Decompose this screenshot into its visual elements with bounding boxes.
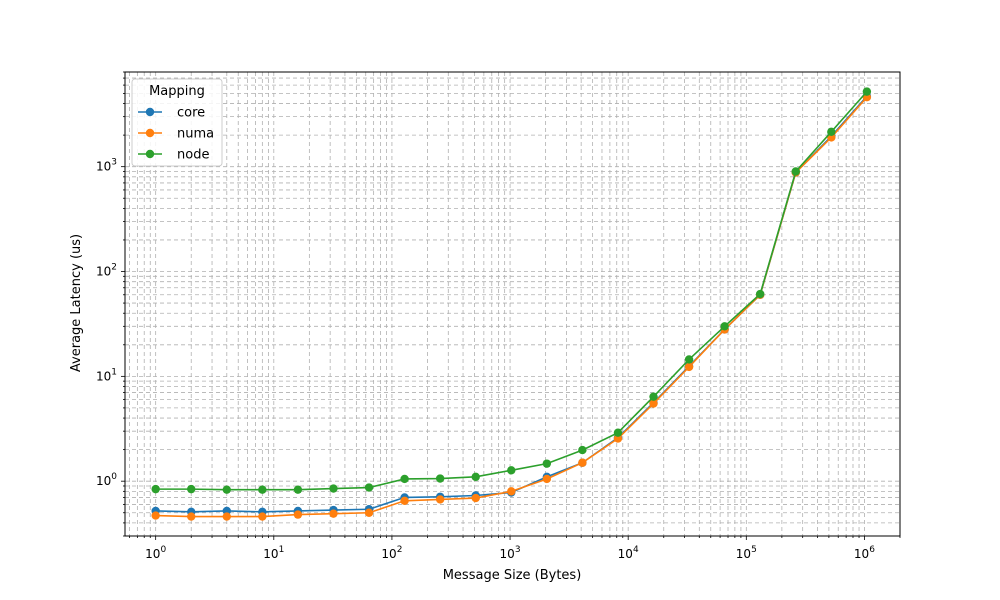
- series-node: [151, 87, 872, 494]
- data-point-node: [471, 472, 480, 482]
- y-tick-label: 100: [96, 472, 117, 488]
- x-tick-label: 101: [263, 545, 284, 561]
- data-point-numa: [435, 495, 445, 504]
- data-point-numa: [187, 512, 196, 521]
- legend-marker: [145, 107, 155, 117]
- data-point-numa: [613, 434, 623, 443]
- data-point-numa: [329, 509, 338, 518]
- data-point-node: [791, 167, 800, 176]
- axes: [121, 71, 901, 540]
- plot-frame: [124, 71, 901, 537]
- legend-marker: [145, 149, 155, 159]
- y-tick-label: 101: [96, 367, 117, 383]
- data-point-numa: [293, 510, 303, 519]
- x-tick-label: 104: [618, 545, 639, 561]
- data-point-node: [222, 485, 231, 494]
- data-point-node: [755, 289, 765, 299]
- y-tick-label: 103: [96, 158, 117, 174]
- legend-marker: [145, 128, 155, 138]
- legend-box: [131, 78, 223, 167]
- y-tick-label: 102: [96, 263, 117, 279]
- legend-entry-core: core: [138, 106, 205, 121]
- data-point-node: [542, 459, 552, 468]
- data-point-node: [827, 127, 836, 137]
- y-axis-label: Average Latency (us): [69, 234, 84, 372]
- data-point-numa: [364, 508, 374, 517]
- data-point-node: [862, 87, 872, 96]
- data-point-numa: [542, 474, 552, 484]
- data-point-numa: [471, 493, 480, 503]
- data-point-node: [684, 355, 694, 364]
- data-point-node: [613, 428, 623, 437]
- data-point-node: [400, 474, 409, 484]
- series-lines: [151, 87, 872, 521]
- x-axis-label: Message Size (Bytes): [443, 568, 582, 583]
- legend-label: node: [177, 148, 209, 163]
- data-point-numa: [649, 399, 658, 408]
- data-point-node: [507, 466, 516, 475]
- data-point-node: [578, 445, 587, 455]
- legend-label: core: [177, 106, 205, 121]
- x-tick-label: 106: [854, 545, 875, 561]
- data-point-numa: [258, 512, 267, 521]
- data-point-numa: [222, 512, 231, 521]
- data-point-node: [151, 484, 160, 494]
- legend-label: numa: [177, 127, 214, 142]
- data-point-numa: [151, 511, 160, 520]
- data-point-node: [364, 483, 374, 492]
- data-point-numa: [507, 487, 516, 496]
- legend-title: Mapping: [149, 84, 205, 99]
- data-point-node: [293, 485, 303, 494]
- data-point-node: [329, 484, 338, 493]
- x-tick-label: 102: [381, 545, 402, 561]
- data-point-numa: [400, 496, 409, 505]
- data-point-numa: [684, 362, 694, 372]
- data-point-node: [258, 485, 267, 494]
- legend-entry-node: node: [138, 148, 209, 163]
- data-point-numa: [578, 458, 587, 467]
- legend: Mapping core numa node: [131, 78, 223, 167]
- grid-lines: [125, 71, 901, 537]
- x-tick-label: 100: [145, 545, 166, 561]
- x-tick-label: 105: [736, 545, 757, 561]
- data-point-node: [720, 322, 729, 331]
- x-tick-label: 103: [500, 545, 521, 561]
- tick-labels: 100 101 102 103 104 105 106 100 101 102 103: [96, 158, 875, 561]
- data-point-node: [649, 392, 658, 401]
- legend-entry-numa: numa: [138, 127, 214, 142]
- data-point-node: [435, 474, 445, 483]
- data-point-node: [187, 484, 196, 494]
